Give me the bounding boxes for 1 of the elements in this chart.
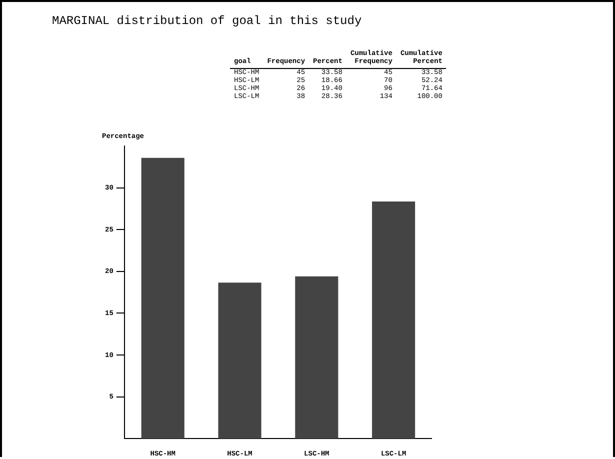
chart-title: MARGINAL distribution of goal in this study <box>52 14 362 28</box>
